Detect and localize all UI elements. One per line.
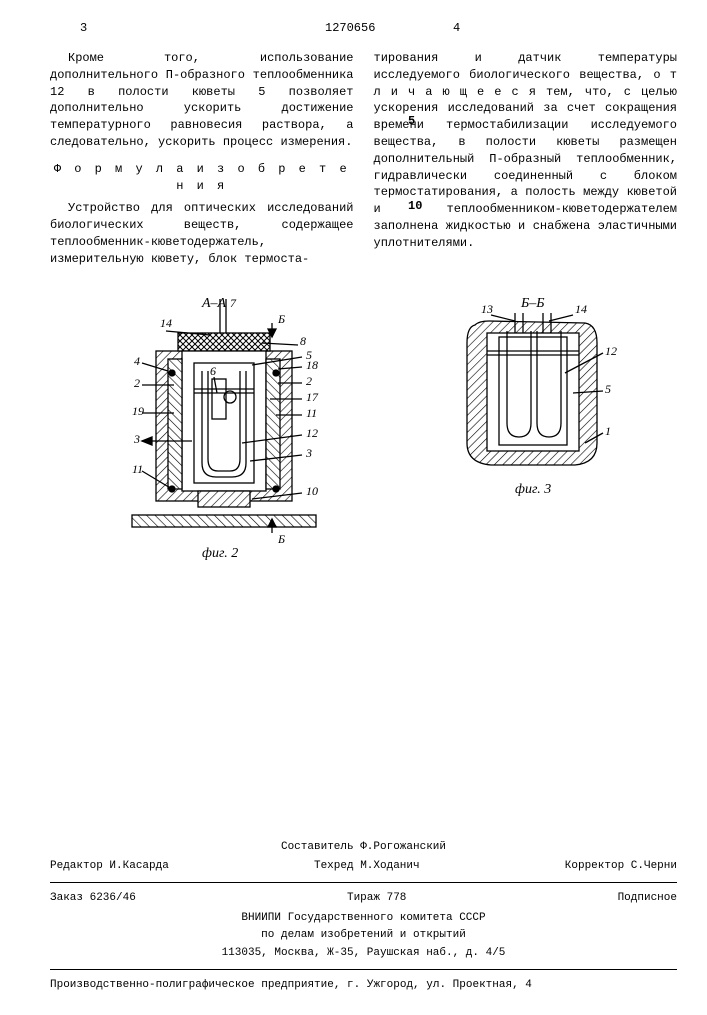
svg-text:8: 8 <box>300 334 306 348</box>
figures-area: А–А <box>50 293 677 563</box>
svg-text:6: 6 <box>210 364 216 378</box>
svg-text:3: 3 <box>305 446 312 460</box>
svg-text:А–А: А–А <box>201 296 227 311</box>
figure-2-label: фиг. 2 <box>202 546 238 561</box>
line-number-10: 10 <box>408 198 422 215</box>
svg-text:2: 2 <box>134 376 140 390</box>
two-column-text: Кроме того, использование дополнительног… <box>50 50 677 278</box>
svg-text:17: 17 <box>306 390 319 404</box>
svg-text:5: 5 <box>306 348 312 362</box>
svg-text:12: 12 <box>605 344 617 358</box>
figure-2: А–А <box>102 293 342 563</box>
document-number: 1270656 <box>325 20 375 37</box>
credit-org2: по делам изобретений и открытий <box>50 928 677 943</box>
figure-3-label: фиг. 3 <box>515 482 551 497</box>
svg-text:7: 7 <box>230 296 237 310</box>
separator-1 <box>50 882 677 883</box>
credit-org1: ВНИИПИ Государственного комитета СССР <box>50 911 677 926</box>
blank-space <box>50 593 677 838</box>
page-number-right: 4 <box>453 20 460 37</box>
credit-author: Составитель Ф.Рогожанский <box>50 840 677 855</box>
svg-text:Б–Б: Б–Б <box>520 296 545 311</box>
page-header: 3 1270656 4 <box>50 20 677 40</box>
line-number-5: 5 <box>408 113 415 130</box>
credit-order: Заказ 6236/46 <box>50 891 136 906</box>
svg-text:3: 3 <box>133 432 140 446</box>
svg-text:Б: Б <box>277 312 285 326</box>
svg-text:11: 11 <box>306 406 317 420</box>
svg-text:Б: Б <box>277 532 285 546</box>
credit-tech: Техред М.Ходанич <box>314 859 420 874</box>
svg-text:11: 11 <box>132 462 143 476</box>
separator-2 <box>50 969 677 970</box>
left-paragraph-2: Устройство для оптических исследований б… <box>50 200 354 267</box>
svg-text:5: 5 <box>605 382 611 396</box>
credit-addr1: 113035, Москва, Ж-35, Раушская наб., д. … <box>50 946 677 961</box>
svg-text:19: 19 <box>132 404 144 418</box>
svg-text:2: 2 <box>306 374 312 388</box>
credits-block: Составитель Ф.Рогожанский Редактор И.Кас… <box>50 840 677 994</box>
left-paragraph-1: Кроме того, использование дополнительног… <box>50 50 354 151</box>
credit-corrector: Корректор С.Черни <box>565 859 677 874</box>
credit-printer: Производственно-полиграфическое предприя… <box>50 978 677 993</box>
svg-text:13: 13 <box>481 302 493 316</box>
credit-editor: Редактор И.Касарда <box>50 859 169 874</box>
left-column: Кроме того, использование дополнительног… <box>50 50 354 278</box>
page-number-left: 3 <box>80 20 87 37</box>
svg-text:10: 10 <box>306 484 318 498</box>
svg-text:4: 4 <box>134 354 140 368</box>
figure-3: Б–Б <box>445 293 625 503</box>
svg-text:14: 14 <box>575 302 587 316</box>
right-paragraph-1: тирования и датчик температуры исследуем… <box>374 50 678 252</box>
svg-text:1: 1 <box>605 424 611 438</box>
svg-text:12: 12 <box>306 426 318 440</box>
formula-title: Ф о р м у л а и з о б р е т е н и я <box>50 161 354 195</box>
credit-subscription: Подписное <box>618 891 677 906</box>
right-column: тирования и датчик температуры исследуем… <box>374 50 678 278</box>
credit-tirazh: Тираж 778 <box>347 891 406 906</box>
svg-text:14: 14 <box>160 316 172 330</box>
